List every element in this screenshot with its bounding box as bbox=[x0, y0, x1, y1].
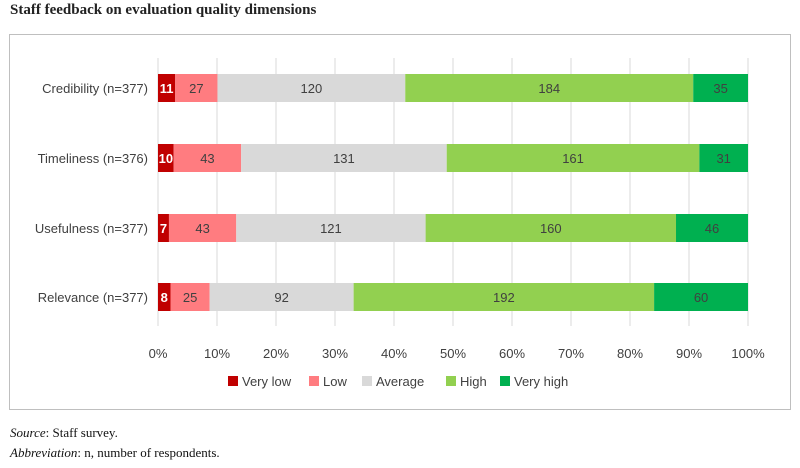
data-label: 46 bbox=[705, 221, 719, 236]
source-note: Source: Staff survey. bbox=[10, 425, 118, 441]
x-tick-label: 30% bbox=[322, 346, 348, 361]
x-tick-label: 0% bbox=[149, 346, 168, 361]
data-label: 11 bbox=[160, 81, 174, 96]
data-label: 184 bbox=[538, 81, 560, 96]
x-tick-label: 100% bbox=[731, 346, 765, 361]
category-label-credibility: Credibility (n=377) bbox=[42, 81, 148, 96]
bar-very-low-relevance bbox=[158, 283, 171, 311]
bar-very-low-timeliness bbox=[158, 144, 174, 172]
bar-low-usefulness bbox=[168, 214, 237, 242]
abbreviation-note: Abbreviation: n, number of respondents. bbox=[10, 445, 220, 461]
bar-high-credibility bbox=[405, 74, 694, 102]
abbreviation-text: : n, number of respondents. bbox=[77, 445, 220, 460]
data-label: 43 bbox=[200, 151, 214, 166]
source-label: Source bbox=[10, 425, 46, 440]
bar-very-high-relevance bbox=[654, 283, 748, 311]
bar-high-relevance bbox=[353, 283, 655, 311]
x-tick-label: 20% bbox=[263, 346, 289, 361]
legend-label-very-low: Very low bbox=[242, 374, 292, 389]
category-label-timeliness: Timeliness (n=376) bbox=[38, 151, 148, 166]
bar-very-high-credibility bbox=[693, 74, 748, 102]
data-label: 35 bbox=[713, 81, 727, 96]
legend-label-average: Average bbox=[376, 374, 424, 389]
data-label: 10 bbox=[159, 151, 173, 166]
category-label-relevance: Relevance (n=377) bbox=[38, 290, 148, 305]
data-label: 92 bbox=[274, 290, 288, 305]
x-tick-label: 60% bbox=[499, 346, 525, 361]
bar-very-high-timeliness bbox=[699, 144, 748, 172]
data-label: 25 bbox=[183, 290, 197, 305]
stacked-bar-chart: 0% 10% 20% 30% 40% 50% 60% 70% 80% 90% 100% Credibi… bbox=[35, 58, 765, 389]
legend-swatch-very-high bbox=[500, 376, 510, 386]
x-tick-label: 50% bbox=[440, 346, 466, 361]
x-tick-label: 90% bbox=[676, 346, 702, 361]
x-tick-label: 10% bbox=[204, 346, 230, 361]
legend-label-high: High bbox=[460, 374, 487, 389]
data-label: 7 bbox=[160, 221, 167, 236]
bar-low-timeliness bbox=[173, 144, 242, 172]
bar-very-high-usefulness bbox=[676, 214, 748, 242]
bar-high-usefulness bbox=[425, 214, 677, 242]
abbreviation-label: Abbreviation bbox=[10, 445, 78, 460]
bar-very-low-usefulness bbox=[158, 214, 169, 242]
x-tick-label: 80% bbox=[617, 346, 643, 361]
data-label: 27 bbox=[189, 81, 203, 96]
data-label: 8 bbox=[161, 290, 168, 305]
bar-low-relevance bbox=[170, 283, 210, 311]
legend-swatch-very-low bbox=[228, 376, 238, 386]
legend-label-very-high: Very high bbox=[514, 374, 568, 389]
bar-average-usefulness bbox=[236, 214, 426, 242]
bar-average-credibility bbox=[217, 74, 406, 102]
data-label: 131 bbox=[333, 151, 355, 166]
data-label: 121 bbox=[320, 221, 342, 236]
bar-high-timeliness bbox=[446, 144, 700, 172]
data-label: 31 bbox=[716, 151, 730, 166]
bar-very-low-credibility bbox=[158, 74, 176, 102]
data-label: 60 bbox=[694, 290, 708, 305]
data-label: 120 bbox=[301, 81, 323, 96]
page-title: Staff feedback on evaluation quality dim… bbox=[10, 2, 317, 18]
data-label: 43 bbox=[195, 221, 209, 236]
legend-label-low: Low bbox=[323, 374, 347, 389]
legend-swatch-high bbox=[446, 376, 456, 386]
data-label: 192 bbox=[493, 290, 515, 305]
x-tick-label: 40% bbox=[381, 346, 407, 361]
bar-average-timeliness bbox=[241, 144, 447, 172]
data-label: 161 bbox=[562, 151, 584, 166]
data-label: 160 bbox=[540, 221, 562, 236]
category-label-usefulness: Usefulness (n=377) bbox=[35, 221, 148, 236]
legend-swatch-low bbox=[309, 376, 319, 386]
bar-low-credibility bbox=[175, 74, 218, 102]
legend-swatch-average bbox=[362, 376, 372, 386]
source-text: : Staff survey. bbox=[45, 425, 118, 440]
x-tick-label: 70% bbox=[558, 346, 584, 361]
bar-average-relevance bbox=[209, 283, 354, 311]
